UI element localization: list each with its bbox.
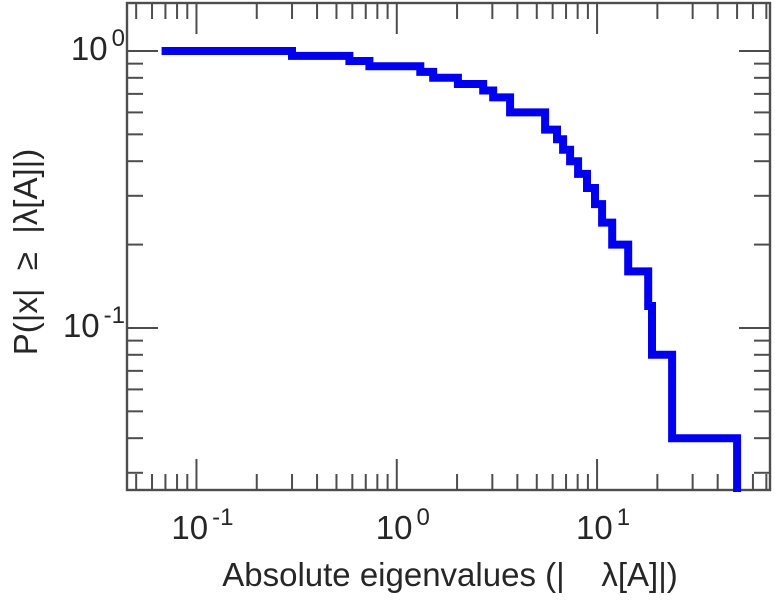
tick-exponent: -1 <box>212 504 234 531</box>
tick-exponent: 0 <box>416 504 430 531</box>
x-axis-label: Absolute eigenvalues (| λ[A]|) <box>222 556 678 593</box>
x-tick-label: 10 1 <box>576 504 630 550</box>
tick-exponent: -1 <box>103 301 125 329</box>
tick-base: 10 <box>70 29 108 67</box>
tick-base: 10 <box>375 509 413 546</box>
x-tick-label: 10 0 <box>375 504 430 550</box>
y-tick-label: 10 -1 <box>62 302 125 348</box>
tick-exponent: 0 <box>111 24 125 52</box>
tick-base: 10 <box>576 509 613 546</box>
tick-exponent: 1 <box>616 504 631 531</box>
axes-box <box>125 1 772 492</box>
y-tick-label: 10 0 <box>70 25 125 71</box>
tick-base: 10 <box>171 509 209 546</box>
y-axis-label: P(|x| ≥ |λ[A]|) <box>7 148 44 356</box>
survival-curve <box>161 47 742 492</box>
tick-base: 10 <box>62 306 100 344</box>
x-tick-label: 10 -1 <box>171 504 233 550</box>
